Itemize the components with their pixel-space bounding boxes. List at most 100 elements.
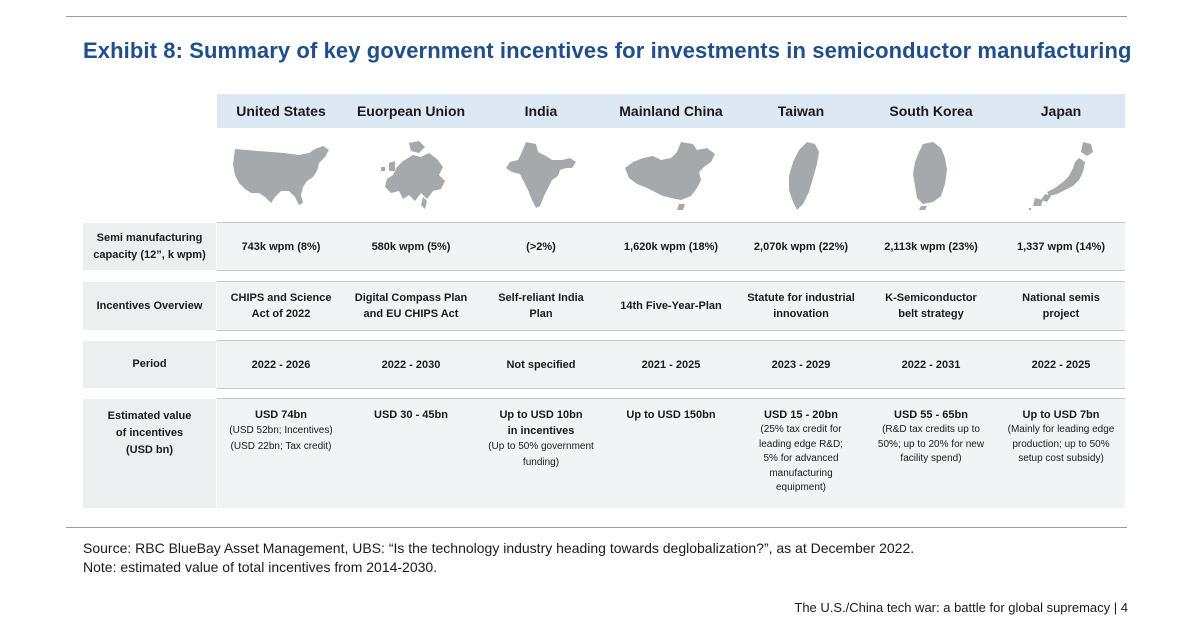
row-label-overview-text: Incentives Overview — [96, 299, 203, 312]
row-divider — [217, 340, 1125, 341]
overview-cell-mainland-china: 14th Five-Year-Plan — [606, 282, 736, 330]
estimated-main: USD 74bn — [255, 409, 307, 421]
overview-row-band — [217, 282, 1125, 330]
estimated-detail: facility spend) — [900, 453, 962, 464]
row-divider — [217, 398, 1125, 399]
overview-cell-india: Self-reliant India Plan — [476, 282, 606, 330]
overview-line: Act of 2022 — [251, 308, 311, 320]
estimated-detail: production; up to 50% — [1012, 438, 1110, 450]
estimated-detail: setup cost subsidy) — [1018, 453, 1104, 464]
period-cell-india: Not specified — [506, 358, 576, 371]
overview-line: Statute for industrial — [747, 292, 855, 304]
period-row-band — [217, 341, 1125, 388]
capacity-cell-taiwan: 2,070k wpm (22%) — [753, 240, 849, 253]
estimated-detail: (25% tax credit for — [760, 424, 842, 435]
exhibit-title: Exhibit 8: Summary of key government inc… — [83, 38, 1132, 63]
column-header-band — [217, 94, 1125, 128]
row-label-overview: Incentives Overview — [83, 282, 216, 330]
period-cell-south-korea: 2022 - 2031 — [901, 358, 961, 371]
capacity-cell-mainland-china: 1,620k wpm (18%) — [623, 240, 719, 253]
japan-map-icon — [996, 138, 1126, 214]
row-divider — [217, 281, 1125, 282]
overview-cell-japan: National semis project — [996, 282, 1126, 330]
capacity-row-band — [217, 223, 1125, 270]
estimated-cell-taiwan: USD 15 - 20bn (25% tax credit for leadin… — [736, 399, 866, 508]
capacity-cell-south-korea: 2,113k wpm (23%) — [884, 240, 978, 253]
estimated-cell-mainland-china: Up to USD 150bn — [606, 399, 736, 508]
column-header-south-korea: South Korea — [889, 103, 973, 119]
row-divider — [217, 388, 1125, 389]
estimated-main: USD 15 - 20bn — [764, 409, 838, 421]
estimated-main: Up to USD 150bn — [626, 409, 716, 421]
source-notes: Source: RBC BlueBay Asset Management, UB… — [83, 539, 1123, 577]
estimated-detail: 50%; up to 20% for new — [877, 438, 985, 450]
top-rule — [66, 16, 1127, 17]
estimated-detail: (USD 52bn; Incentives) — [229, 425, 333, 436]
column-header-mainland-china: Mainland China — [619, 103, 723, 119]
estimated-detail: equipment) — [775, 482, 827, 493]
estimated-detail: (Up to 50% government — [488, 441, 594, 452]
row-label-period: Period — [83, 341, 216, 388]
overview-line: National semis — [1022, 292, 1100, 304]
overview-cell-taiwan: Statute for industrial innovation — [736, 282, 866, 330]
south-korea-map-icon — [866, 138, 996, 214]
estimated-main: Up to USD 10bn — [499, 409, 583, 421]
overview-line: K-Semiconductor — [885, 292, 977, 304]
estimated-cell-united-states: USD 74bn (USD 52bn; Incentives) (USD 22b… — [216, 399, 346, 508]
overview-cell-european-union: Digital Compass Plan and EU CHIPS Act — [346, 282, 476, 330]
estimated-detail: leading edge R&D; — [759, 438, 843, 450]
united-states-map-icon — [216, 138, 346, 214]
column-header-japan: Japan — [1040, 103, 1082, 119]
european-union-map-icon — [346, 138, 476, 214]
row-label-capacity: Semi manufacturing capacity (12”, k wpm) — [83, 223, 216, 270]
overview-line: Plan — [529, 308, 553, 320]
estimated-detail: manufacturing — [769, 467, 833, 479]
row-divider — [217, 222, 1125, 223]
period-cell-japan: 2022 - 2025 — [1031, 358, 1091, 371]
estimated-row-band — [217, 399, 1125, 508]
row-label-estimated-line2: of incentives — [115, 427, 184, 439]
overview-line: Self-reliant India — [498, 292, 584, 304]
row-label-capacity-line2: capacity (12”, k wpm) — [93, 248, 206, 261]
column-header-india: India — [524, 103, 558, 119]
estimated-main: USD 30 - 45bn — [374, 409, 448, 421]
overview-line: and EU CHIPS Act — [363, 308, 459, 320]
page-footer: The U.S./China tech war: a battle for gl… — [794, 600, 1128, 615]
row-divider — [217, 330, 1125, 331]
row-label-estimated-line1: Estimated value — [107, 410, 192, 422]
overview-line: belt strategy — [898, 308, 964, 320]
india-map-icon — [476, 138, 606, 214]
overview-line: project — [1042, 308, 1080, 320]
row-label-period-text: Period — [132, 358, 167, 370]
estimated-cell-india: Up to USD 10bn in incentives (Up to 50% … — [476, 399, 606, 508]
taiwan-map-icon — [736, 138, 866, 214]
overview-cell-south-korea: K-Semiconductor belt strategy — [866, 282, 996, 330]
capacity-cell-india: (>2%) — [526, 240, 556, 253]
overview-line: CHIPS and Science — [230, 292, 332, 304]
period-cell-taiwan: 2023 - 2029 — [771, 358, 831, 371]
column-header-taiwan: Taiwan — [777, 103, 825, 119]
row-label-capacity-line1: Semi manufacturing — [96, 231, 203, 244]
estimated-main: USD 55 - 65bn — [894, 409, 968, 421]
bottom-rule — [66, 527, 1127, 528]
period-cell-mainland-china: 2021 - 2025 — [641, 358, 701, 371]
estimated-cell-european-union: USD 30 - 45bn — [346, 399, 476, 508]
estimated-cell-japan: Up to USD 7bn (Mainly for leading edge p… — [996, 399, 1126, 508]
china-map-icon — [606, 138, 736, 214]
source-line: Source: RBC BlueBay Asset Management, UB… — [83, 540, 915, 556]
overview-line: Digital Compass Plan — [354, 292, 468, 304]
capacity-cell-european-union: 580k wpm (5%) — [371, 240, 451, 253]
row-label-estimated: Estimated value of incentives (USD bn) — [83, 399, 216, 508]
capacity-cell-japan: 1,337 wpm (14%) — [1016, 240, 1106, 253]
estimated-cell-south-korea: USD 55 - 65bn (R&D tax credits up to 50%… — [866, 399, 996, 508]
estimated-detail: funding) — [522, 457, 560, 468]
estimated-detail: (USD 22bn; Tax credit) — [230, 441, 332, 452]
row-divider — [217, 270, 1125, 271]
overview-cell-united-states: CHIPS and Science Act of 2022 — [216, 282, 346, 330]
overview-line: innovation — [773, 308, 829, 320]
column-header-united-states: United States — [236, 103, 326, 119]
column-header-european-union: Euorpean Union — [356, 103, 466, 119]
estimated-main: Up to USD 7bn — [1022, 409, 1100, 421]
estimated-detail: 5% for advanced — [763, 453, 839, 464]
period-cell-united-states: 2022 - 2026 — [251, 358, 311, 371]
